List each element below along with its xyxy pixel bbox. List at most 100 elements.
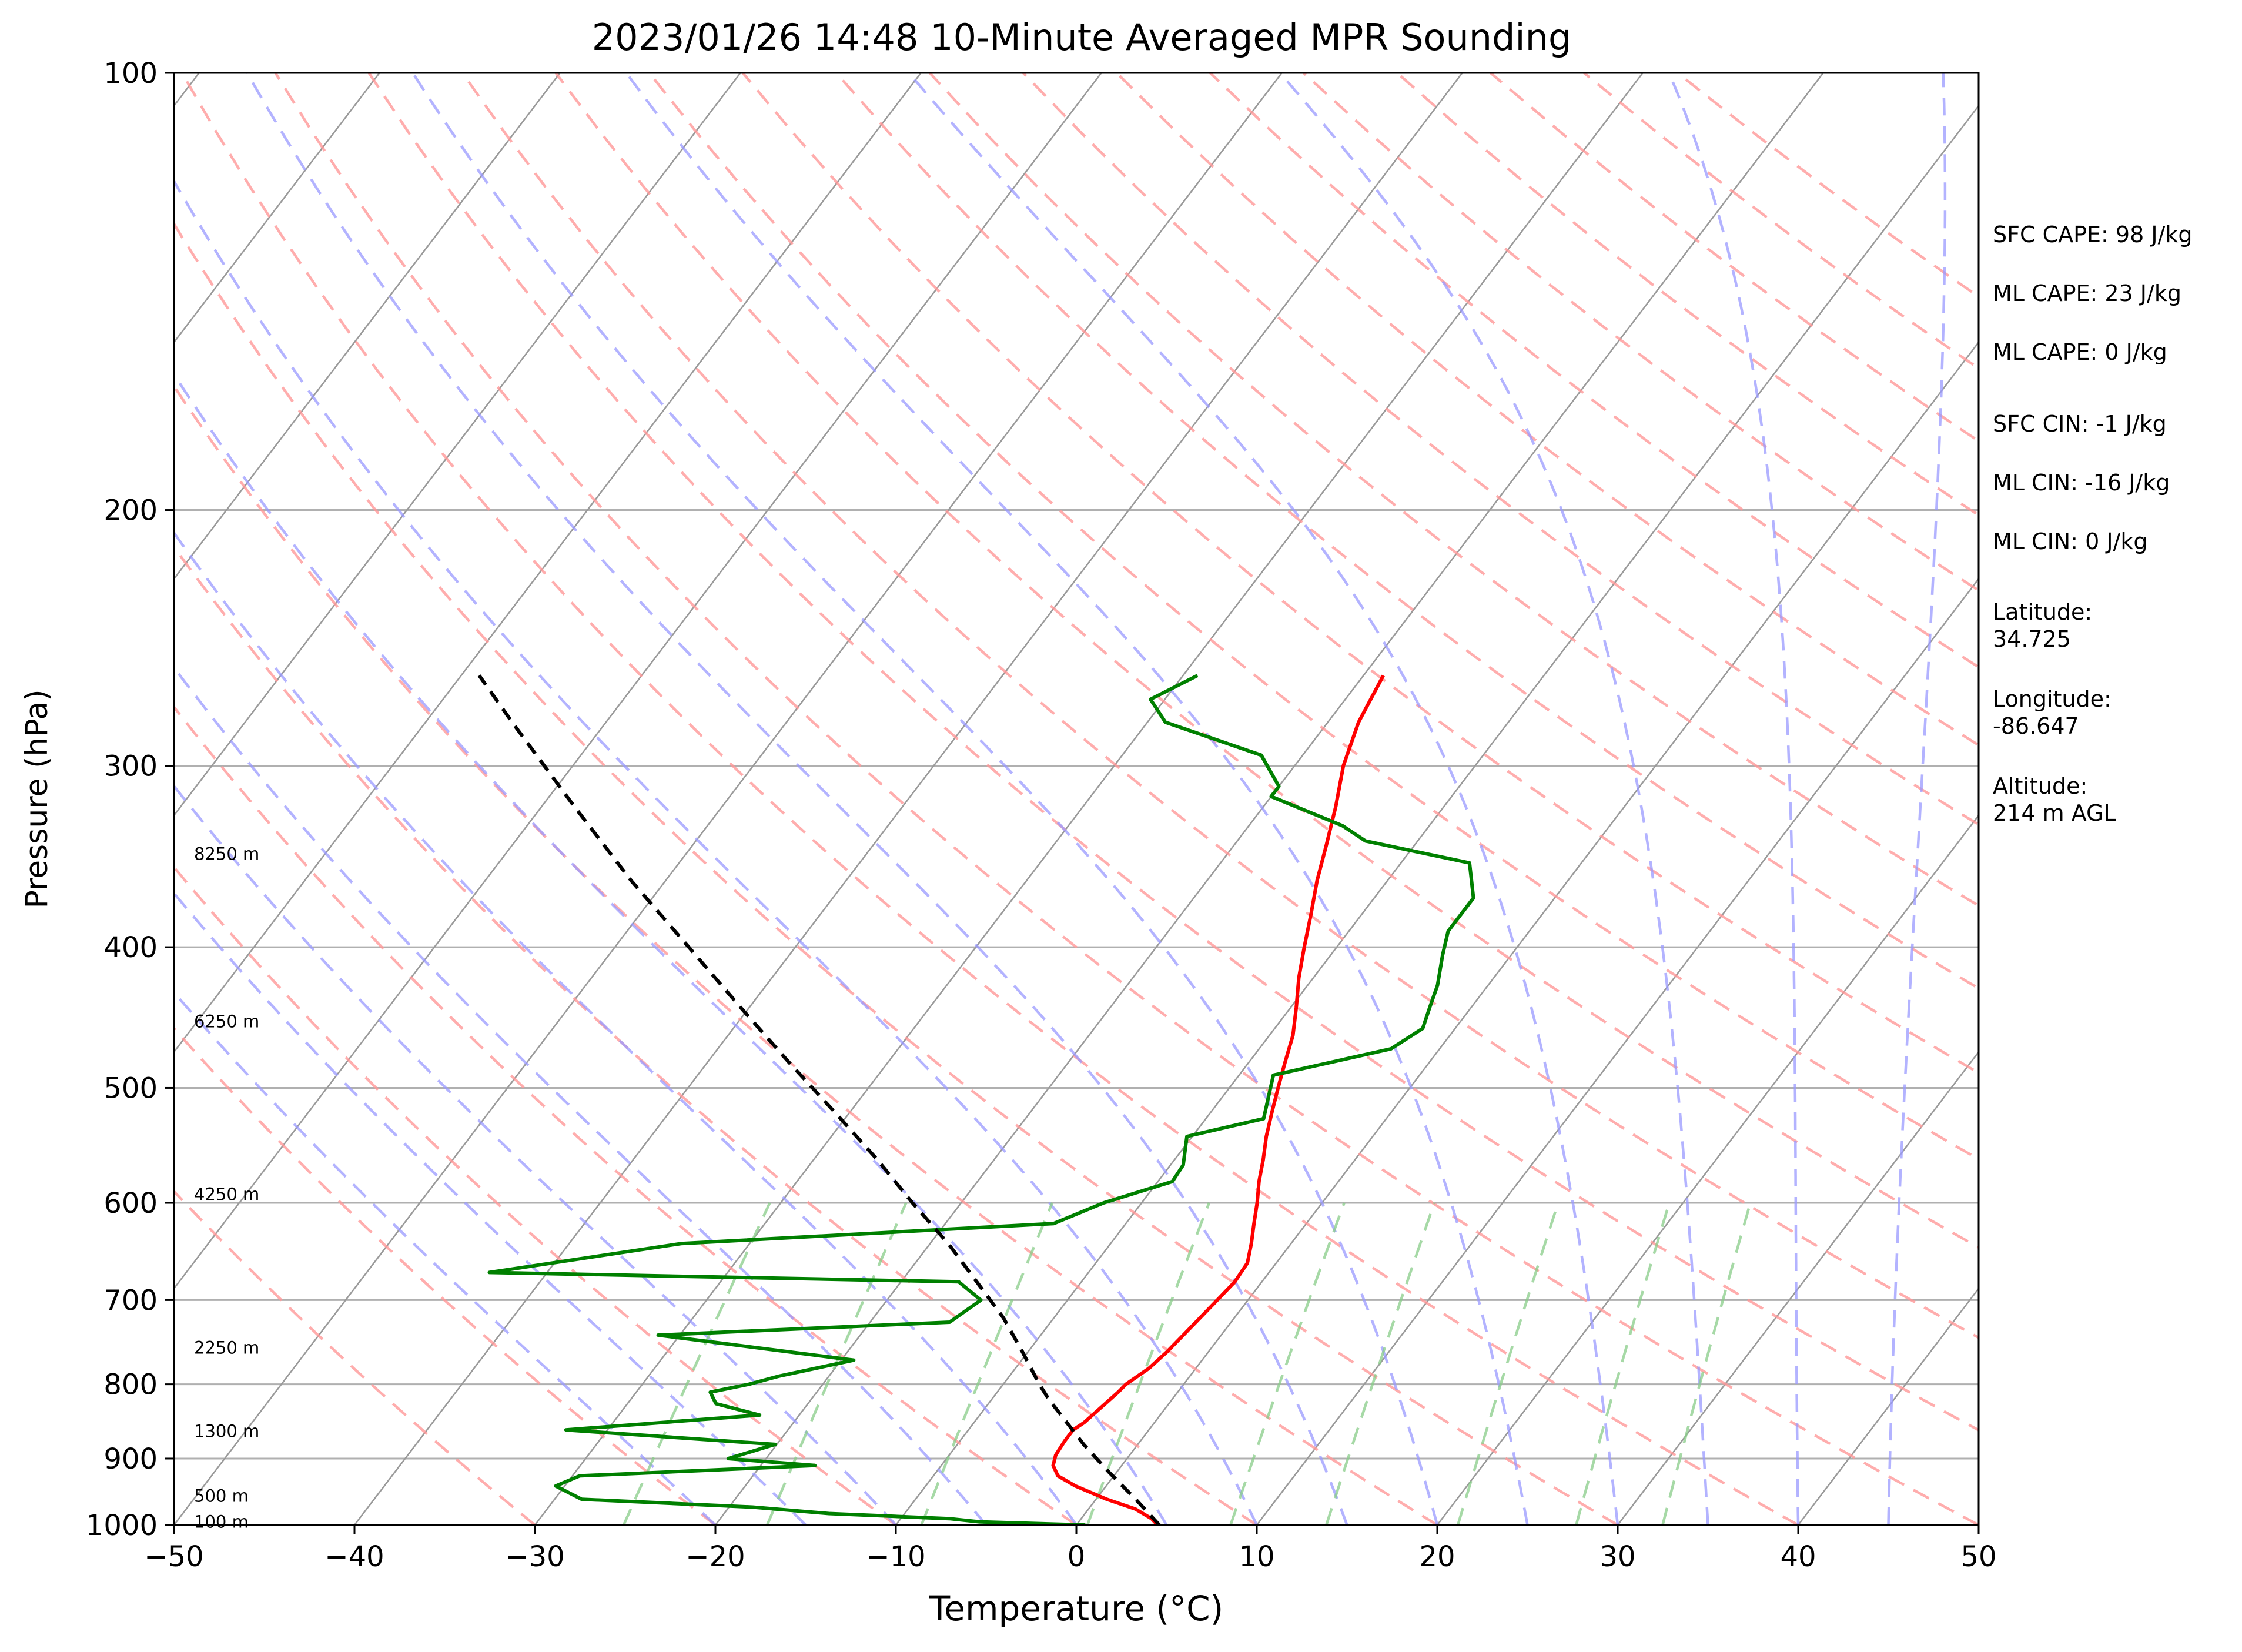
y-axis-ticks: 100 200 300 400 500 600 700 800 900 1000	[86, 57, 174, 1542]
moist-adiabat-line	[246, 73, 1348, 1525]
mixing-ratio-line	[1456, 1202, 1560, 1525]
x-tick-label: 20	[1419, 1540, 1455, 1573]
moist-adiabat-line	[908, 73, 1619, 1525]
sounding-parameter: Altitude: 214 m AGL	[1993, 773, 2116, 826]
moist-adiabat-line	[1279, 73, 1709, 1525]
height-label: 4250 m	[194, 1185, 259, 1205]
dry-adiabat-line	[274, 73, 1979, 1525]
dry-adiabat-line	[835, 73, 1979, 990]
isotherm-line	[174, 73, 741, 817]
dry-adiabat-line	[1022, 73, 1979, 827]
mixing-ratio-line	[1661, 1202, 1752, 1525]
height-label: 2250 m	[194, 1338, 259, 1358]
y-tick-label: 300	[103, 750, 158, 782]
mixing-ratio-line	[1086, 1202, 1210, 1525]
y-tick-label: 400	[103, 931, 158, 964]
sounding-parameter: Longitude: -86.647	[1993, 686, 2112, 739]
mixing-ratio-line	[1575, 1202, 1671, 1525]
isotherm-line	[174, 73, 561, 580]
temperature-line	[1051, 674, 1385, 1525]
isotherm-line	[174, 73, 1102, 1290]
isotherm-line	[534, 73, 1644, 1525]
dry-adiabat-line	[174, 221, 1619, 1525]
isotherm-line	[0, 73, 19, 1525]
x-tick-label: −40	[324, 1540, 384, 1573]
dry-adiabat-line	[174, 1026, 717, 1525]
dewpoint-line	[487, 674, 1475, 1525]
sounding-parameter: ML CAPE: 0 J/kg	[1993, 339, 2167, 365]
moist-adiabat-line	[411, 73, 1439, 1525]
height-labels: 100 m 500 m 1300 m 2250 m 4250 m 6250 m 8250 m	[194, 844, 259, 1531]
dry-adiabat-line	[174, 383, 1438, 1525]
dry-adiabat-line	[174, 705, 1078, 1525]
moist-adiabat-line	[1668, 73, 1800, 1525]
moist-adiabat-line	[1887, 73, 1947, 1525]
isotherm-line	[714, 73, 1824, 1525]
height-label: 6250 m	[194, 1011, 259, 1031]
sounding-parameter: SFC CIN: -1 J/kg	[1993, 411, 2167, 437]
y-tick-label: 900	[103, 1443, 158, 1476]
isotherm-line	[1436, 814, 1979, 1525]
height-label: 1300 m	[194, 1422, 259, 1442]
isotherm-line	[353, 73, 1463, 1525]
y-tick-label: 800	[103, 1369, 158, 1402]
mixing-ratio-line	[920, 1202, 1054, 1525]
moist-adiabat-line	[174, 372, 1168, 1525]
x-axis-label: Temperature (°C)	[929, 1589, 1224, 1628]
sounding-parameter: SFC CAPE: 98 J/kg	[1993, 222, 2193, 248]
isotherm-line	[895, 104, 1979, 1525]
moist-adiabat-line	[174, 891, 807, 1525]
y-tick-label: 200	[103, 494, 158, 527]
dry-adiabat-line	[554, 73, 1979, 1249]
moist-adiabat-line	[174, 784, 897, 1525]
moist-adiabat-line	[625, 73, 1529, 1525]
y-tick-label: 500	[103, 1072, 158, 1105]
sounding-parameters: SFC CAPE: 98 J/kg ML CAPE: 23 J/kg ML CAPE…	[1993, 222, 2193, 826]
dry-adiabat-line	[174, 1189, 536, 1525]
dry-adiabat-line	[174, 865, 897, 1525]
plot-frame	[173, 72, 1980, 1526]
dry-adiabat-line	[648, 73, 1979, 1161]
sounding-series	[477, 674, 1475, 1525]
x-tick-label: 10	[1239, 1540, 1274, 1573]
x-tick-label: 50	[1960, 1540, 1996, 1573]
sounding-parameter: ML CAPE: 23 J/kg	[1993, 280, 2181, 306]
moist-adiabat-line	[174, 178, 1259, 1525]
isotherm-line	[1256, 577, 1979, 1525]
background-lines	[0, 73, 1979, 1525]
dry-adiabat-line	[1209, 73, 1979, 669]
isobar-gridlines	[174, 73, 1979, 1525]
sounding-parameter: ML CIN: -16 J/kg	[1993, 470, 2170, 496]
x-tick-label: 40	[1780, 1540, 1816, 1573]
y-tick-label: 600	[103, 1187, 158, 1220]
dry-adiabat-line	[1116, 73, 1979, 747]
height-label: 500 m	[194, 1486, 249, 1506]
isotherm-line	[174, 73, 380, 344]
height-label: 8250 m	[194, 844, 259, 864]
sounding-parameter: Latitude: 34.725	[1993, 599, 2092, 652]
isotherm-line	[174, 73, 1283, 1525]
dry-adiabat-line	[461, 73, 1979, 1339]
x-tick-label: −20	[685, 1540, 745, 1573]
mixing-ratio-line	[1229, 1202, 1346, 1525]
chart-title: 2023/01/26 14:48 10-Minute Averaged MPR …	[592, 16, 1572, 59]
height-label: 100 m	[194, 1512, 249, 1532]
mixing-ratio-line	[622, 1202, 771, 1525]
x-tick-label: −50	[144, 1540, 203, 1573]
isotherm-line	[174, 73, 922, 1054]
x-tick-label: −10	[866, 1540, 925, 1573]
y-tick-label: 1000	[86, 1509, 158, 1542]
x-axis-ticks: −50 −40 −30 −20 −10 0 10 20 30 40 50	[144, 1525, 1997, 1573]
isotherm-line	[1075, 341, 1979, 1525]
x-tick-label: 0	[1068, 1540, 1086, 1573]
x-tick-label: −30	[505, 1540, 564, 1573]
y-tick-label: 700	[103, 1284, 158, 1317]
mixing-ratio-line	[766, 1202, 908, 1525]
x-tick-label: 30	[1599, 1540, 1635, 1573]
dry-adiabat-line	[180, 73, 1799, 1525]
moist-adiabat-line	[174, 530, 1078, 1525]
y-tick-label: 100	[103, 57, 158, 90]
mixing-ratio-line	[1325, 1202, 1436, 1525]
moist-adiabat-line	[174, 990, 717, 1525]
